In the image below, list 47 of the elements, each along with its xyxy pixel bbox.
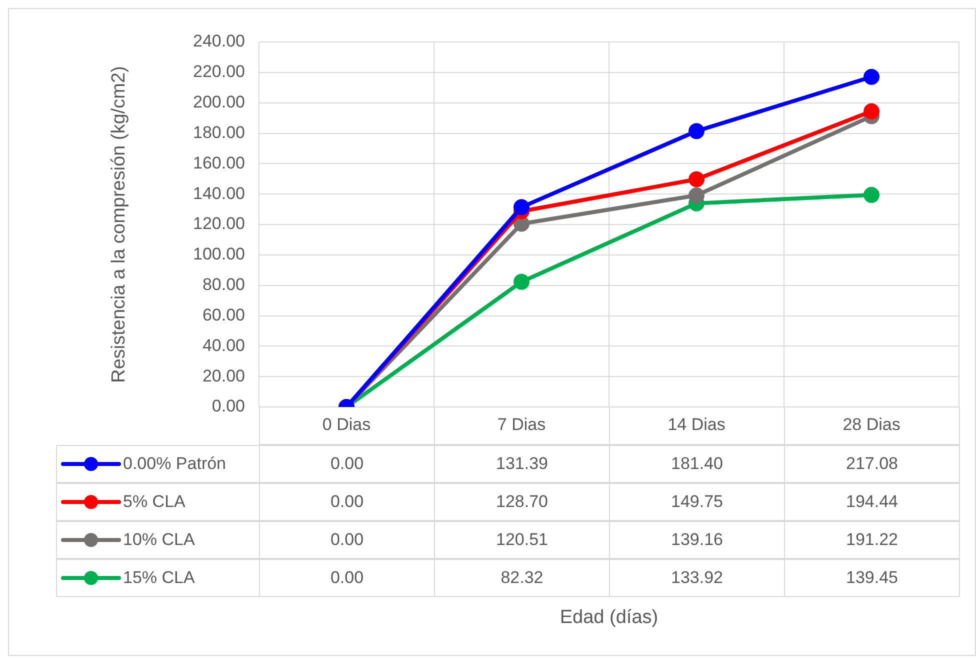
point xyxy=(514,199,530,216)
y-tick-label: 140.00 xyxy=(193,184,245,203)
point xyxy=(514,274,530,290)
x-tick-label: 7 Dias xyxy=(497,414,546,434)
data-label: 0.00 xyxy=(259,445,435,483)
y-tick-label: 100.00 xyxy=(193,244,245,264)
legend-label: 10% CLA xyxy=(123,530,195,550)
y-tick-label: 200.00 xyxy=(193,92,245,112)
y-tick-label: 0.00 xyxy=(212,396,245,416)
point xyxy=(688,187,704,204)
y-axis-title: Resistencia a la compresión (kg/cm2) xyxy=(108,66,130,383)
data-label: 139.45 xyxy=(784,559,960,597)
legend-label: 15% CLA xyxy=(123,568,195,588)
data-label: 131.39 xyxy=(434,445,610,483)
point xyxy=(688,123,704,140)
point xyxy=(864,68,880,85)
point xyxy=(864,186,880,203)
data-label: 0.00 xyxy=(259,559,435,597)
y-tick-label: 60.00 xyxy=(202,305,245,324)
data-label: 194.44 xyxy=(784,483,960,521)
legend-label: 5% CLA xyxy=(123,492,186,512)
y-tick-label: 20.00 xyxy=(202,366,245,386)
y-tick-label: 220.00 xyxy=(193,62,245,82)
text: Edad (días) xyxy=(558,607,660,629)
data-label: 128.70 xyxy=(434,483,610,521)
point xyxy=(688,171,704,188)
data-label: 181.40 xyxy=(609,445,785,483)
y-tick-label: 120.00 xyxy=(193,214,245,234)
data-label: 120.51 xyxy=(434,521,610,559)
legend-label: 0.00% Patrón xyxy=(123,454,226,474)
x-tick-label: 14 Dias xyxy=(668,414,726,434)
y-tick-label: 40.00 xyxy=(202,336,245,355)
y-tick-label: 160.00 xyxy=(193,153,245,172)
data-label: 149.75 xyxy=(609,483,785,521)
x-tick-label: 0 Dias xyxy=(322,414,371,434)
y-tick-label: 180.00 xyxy=(193,122,245,142)
x-tick-label: 28 Dias xyxy=(842,414,900,434)
data-label: 0.00 xyxy=(259,483,435,521)
data-label: 217.08 xyxy=(784,445,960,483)
data-label: 139.16 xyxy=(609,521,785,559)
y-tick-label: 240.00 xyxy=(193,32,245,51)
data-label: 191.22 xyxy=(784,521,960,559)
data-label: 133.92 xyxy=(609,559,785,597)
data-label: 0.00 xyxy=(259,521,435,559)
y-tick-label: 80.00 xyxy=(202,275,245,294)
data-label: 82.32 xyxy=(434,559,610,597)
point xyxy=(864,103,880,120)
